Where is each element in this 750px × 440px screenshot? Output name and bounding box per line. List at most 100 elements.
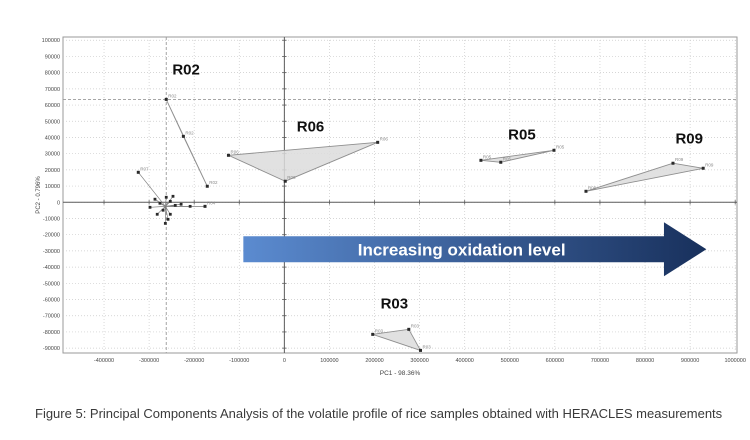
cluster-label-r09: R09 — [675, 130, 703, 147]
data-point — [499, 160, 503, 164]
y-tick-label: -40000 — [43, 265, 60, 271]
y-tick-label: 70000 — [45, 87, 60, 93]
data-point — [226, 153, 230, 157]
y-tick-label: 90000 — [45, 54, 60, 60]
cluster-label-r05: R05 — [508, 126, 536, 143]
data-point — [163, 221, 167, 225]
x-tick-label: 500000 — [501, 358, 519, 364]
data-point — [155, 212, 159, 216]
data-point — [171, 194, 175, 198]
cluster-line — [165, 203, 182, 207]
y-axis-label: PC2 - 0.796% — [36, 176, 42, 214]
pca-figure: R07 R04 R02 R02 R02 R02 R06 R06 R06 R06 R05 R05 R05 R… — [36, 36, 746, 377]
point-label: R09 — [705, 162, 714, 167]
x-tick-label: -100000 — [229, 358, 249, 364]
data-point — [148, 205, 152, 209]
y-tick-label: 20000 — [45, 168, 60, 174]
data-point — [407, 327, 411, 331]
cluster-line — [149, 205, 166, 208]
point-label: R02 — [209, 180, 218, 185]
y-tick-label: -60000 — [43, 298, 60, 304]
y-tick-label: 10000 — [45, 184, 60, 190]
data-point — [371, 332, 375, 336]
y-tick-label: 40000 — [45, 135, 60, 141]
data-point — [552, 148, 556, 152]
point-label: R03 — [423, 344, 432, 349]
point-label: R06 — [230, 149, 239, 154]
point-label: R02 — [185, 130, 194, 135]
point-label: R05 — [556, 144, 565, 149]
y-tick-label: 30000 — [45, 152, 60, 158]
data-point — [419, 348, 423, 352]
data-point — [173, 203, 177, 207]
x-tick-label: -300000 — [139, 358, 159, 364]
data-point — [671, 161, 675, 165]
x-tick-label: 700000 — [591, 358, 609, 364]
cluster-label-r03: R03 — [381, 295, 409, 312]
y-tick-label: -70000 — [43, 314, 60, 320]
y-tick-label: 100000 — [42, 38, 60, 44]
point-label: R03 — [411, 323, 420, 328]
x-axis-label: PC1 - 98.36% — [380, 370, 421, 377]
x-tick-label: 1000000 — [724, 358, 745, 364]
oxidation-arrow — [243, 222, 707, 277]
data-point — [479, 158, 483, 162]
x-tick-label: 900000 — [681, 358, 699, 364]
data-point — [161, 208, 165, 212]
data-point — [181, 134, 185, 138]
data-point — [164, 97, 168, 101]
x-tick-label: 600000 — [546, 358, 564, 364]
y-tick-label: -90000 — [43, 346, 60, 352]
cluster-label-r02: R02 — [172, 61, 200, 78]
point-label: R07 — [140, 166, 149, 171]
y-tick-label: 80000 — [45, 71, 60, 77]
x-tick-label: -200000 — [184, 358, 204, 364]
point-label: R09 — [675, 157, 684, 162]
data-point — [188, 204, 192, 208]
data-point — [168, 212, 172, 216]
cluster-polygon-r09 — [585, 162, 704, 192]
x-tick-label: 400000 — [456, 358, 474, 364]
y-tick-label: 50000 — [45, 119, 60, 125]
cluster-line — [164, 206, 169, 220]
y-tick-label: 60000 — [45, 103, 60, 109]
data-point — [584, 189, 588, 193]
oxidation-arrow-label: Increasing oxidation level — [358, 240, 566, 259]
plot-border — [62, 36, 738, 354]
point-label: R04 — [207, 200, 216, 205]
y-tick-label: -30000 — [43, 249, 60, 255]
cluster-line — [164, 197, 167, 207]
y-tick-label: -50000 — [43, 281, 60, 287]
data-point — [158, 201, 162, 205]
data-point — [701, 166, 705, 170]
point-label: R05 — [503, 156, 512, 161]
cluster-polygon-r03 — [372, 328, 422, 352]
y-tick-label: -10000 — [43, 216, 60, 222]
x-tick-label: 200000 — [365, 358, 383, 364]
cluster-polygon-r06 — [226, 141, 378, 182]
pca-chart: R07 R04 R02 R02 R02 R02 R06 R06 R06 R06 R05 R05 R05 R… — [36, 36, 746, 377]
y-tick-label: -80000 — [43, 330, 60, 336]
point-label: R06 — [287, 175, 296, 180]
data-point — [205, 184, 209, 188]
data-point — [153, 197, 157, 201]
data-point — [168, 199, 172, 203]
cluster-polygon-r05 — [480, 149, 555, 163]
point-label: R09 — [588, 185, 597, 190]
point-label: R05 — [483, 154, 492, 159]
data-point — [166, 217, 170, 221]
cluster-label-r06: R06 — [297, 118, 325, 135]
x-tick-label: 300000 — [410, 358, 428, 364]
x-tick-label: 0 — [283, 358, 286, 364]
x-tick-label: -400000 — [94, 358, 114, 364]
data-point — [179, 202, 183, 206]
point-label: R02 — [168, 93, 177, 98]
cluster-polygon-r02 — [165, 99, 208, 187]
data-point — [376, 140, 380, 144]
y-tick-label: 0 — [57, 200, 60, 206]
point-label: R03 — [375, 328, 384, 333]
y-tick-label: -20000 — [43, 233, 60, 239]
data-point — [136, 170, 140, 174]
data-point — [283, 179, 287, 183]
